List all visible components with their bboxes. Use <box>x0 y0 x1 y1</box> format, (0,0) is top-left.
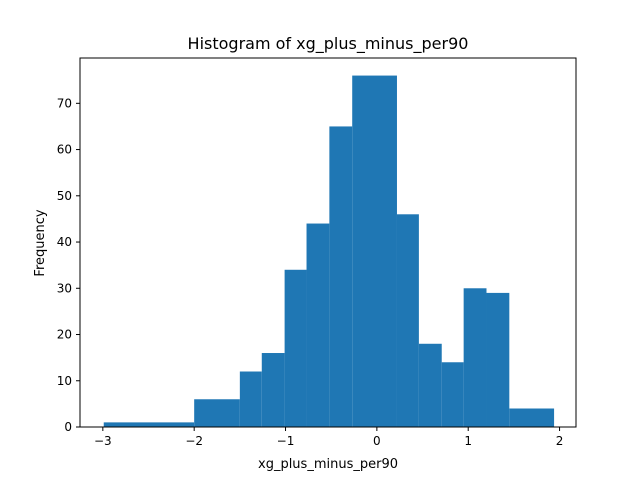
x-tick-label: −1 <box>277 434 295 448</box>
histogram-bar-1 <box>194 399 240 427</box>
histogram-bar-4 <box>284 269 307 427</box>
histogram-bar-0 <box>103 422 195 427</box>
histogram-bar-10 <box>441 362 464 427</box>
x-axis: −3 −2 −1 0 1 2 <box>94 427 563 448</box>
chart-title: Histogram of xg_plus_minus_per90 <box>188 34 469 54</box>
y-tick-label: 10 <box>57 374 72 388</box>
x-tick-label: −2 <box>185 434 203 448</box>
x-tick-label: 1 <box>464 434 472 448</box>
histogram-bar-9 <box>418 343 442 427</box>
histogram-bar-8 <box>396 214 419 427</box>
y-tick-label: 20 <box>57 328 72 342</box>
histogram-bar-6 <box>329 126 353 427</box>
histogram-bar-3 <box>261 353 285 427</box>
y-axis: 0 10 20 30 40 50 60 70 <box>57 96 80 434</box>
bars-group <box>103 75 555 427</box>
histogram-bar-7 <box>352 75 397 427</box>
histogram-bar-13 <box>509 408 555 427</box>
x-tick-label: 0 <box>373 434 381 448</box>
histogram-bar-11 <box>463 288 487 427</box>
histogram-bar-12 <box>486 292 510 427</box>
y-tick-label: 0 <box>64 420 72 434</box>
y-tick-label: 30 <box>57 281 72 295</box>
x-tick-label: −3 <box>94 434 112 448</box>
x-tick-label: 2 <box>556 434 564 448</box>
y-tick-label: 40 <box>57 235 72 249</box>
histogram-bar-5 <box>306 223 330 427</box>
x-axis-label: xg_plus_minus_per90 <box>258 457 398 472</box>
y-tick-label: 50 <box>57 189 72 203</box>
histogram-bar-2 <box>239 371 262 427</box>
y-tick-label: 70 <box>57 96 72 110</box>
y-axis-label: Frequency <box>33 209 48 276</box>
y-tick-label: 60 <box>57 143 72 157</box>
